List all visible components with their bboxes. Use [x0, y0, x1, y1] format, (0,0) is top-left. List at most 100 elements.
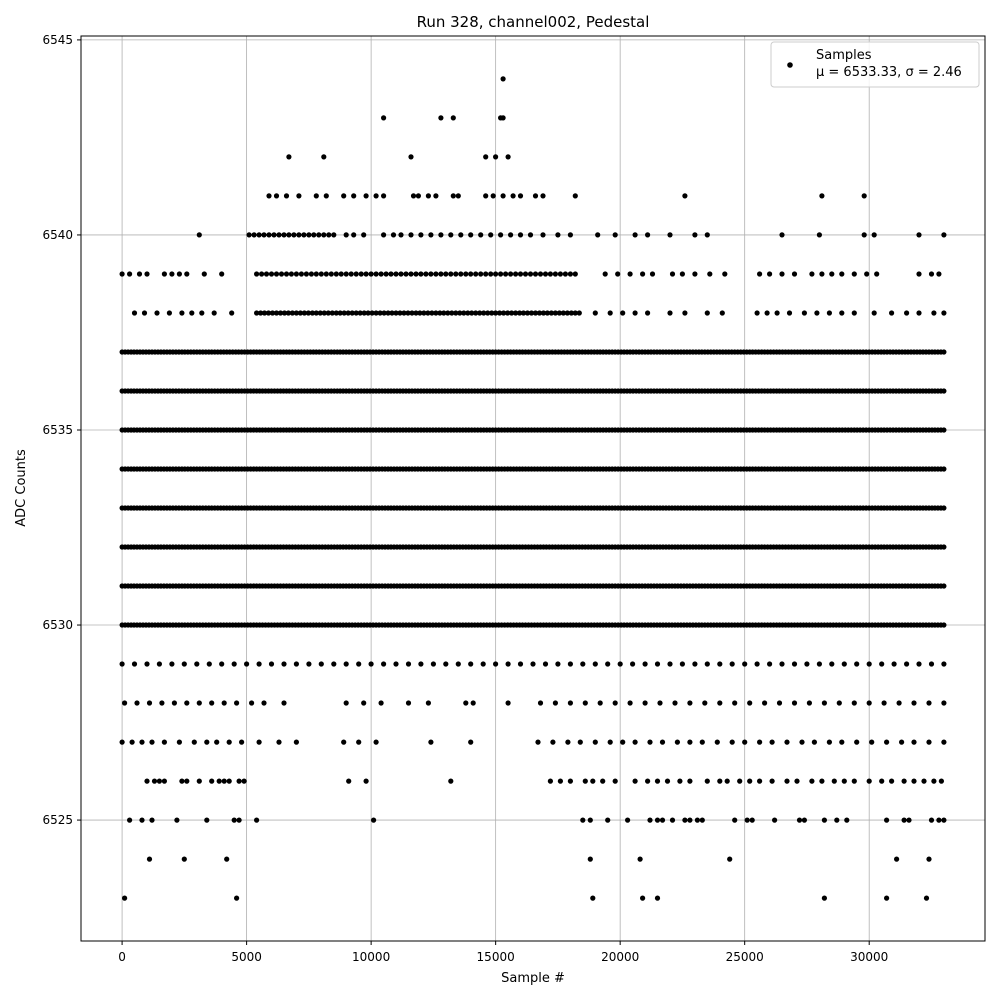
data-point: [864, 271, 870, 277]
data-point: [747, 700, 753, 706]
data-point: [687, 739, 693, 745]
data-point: [189, 310, 195, 316]
data-point: [485, 310, 491, 316]
data-point: [256, 739, 262, 745]
data-point: [445, 310, 451, 316]
data-point: [493, 310, 499, 316]
data-point: [889, 310, 895, 316]
data-point: [425, 310, 431, 316]
data-point: [483, 154, 489, 160]
data-point: [754, 310, 760, 316]
data-point: [776, 700, 783, 706]
data-point: [642, 661, 648, 667]
data-point: [640, 271, 646, 277]
data-point: [478, 232, 484, 238]
data-point: [321, 154, 327, 160]
data-point: [923, 895, 930, 901]
data-point: [632, 739, 638, 745]
data-point: [321, 310, 327, 316]
data-point: [659, 739, 666, 745]
data-point: [216, 778, 222, 784]
data-point: [433, 310, 439, 316]
data-point: [398, 271, 404, 277]
data-point: [231, 661, 237, 667]
data-point: [667, 232, 673, 238]
data-point: [654, 661, 661, 667]
data-point: [381, 661, 387, 667]
data-point: [441, 310, 447, 316]
data-point: [732, 817, 738, 823]
data-point: [288, 271, 294, 277]
data-point: [498, 232, 504, 238]
data-point: [555, 661, 561, 667]
data-point: [488, 232, 494, 238]
data-point: [547, 271, 554, 277]
data-point: [144, 271, 150, 277]
data-point: [582, 700, 588, 706]
data-point: [211, 310, 217, 316]
data-point: [417, 310, 423, 316]
data-point: [453, 310, 459, 316]
data-point: [278, 271, 285, 277]
data-point: [911, 700, 917, 706]
data-point: [854, 739, 860, 745]
data-point: [450, 115, 456, 121]
data-point: [941, 544, 947, 550]
data-point: [448, 778, 454, 784]
data-point: [821, 817, 828, 823]
data-point: [884, 895, 890, 901]
data-point: [565, 739, 571, 745]
data-point: [293, 310, 299, 316]
data-point: [791, 700, 798, 706]
data-point: [219, 661, 225, 667]
data-point: [714, 739, 720, 745]
data-point: [557, 778, 564, 784]
data-point: [119, 661, 125, 667]
data-point: [329, 310, 335, 316]
data-point: [221, 778, 227, 784]
data-point: [403, 271, 409, 277]
data-point: [161, 778, 167, 784]
data-point: [767, 661, 773, 667]
data-point: [244, 661, 250, 667]
data-point: [926, 700, 932, 706]
data-point: [938, 778, 945, 784]
data-point: [642, 700, 648, 706]
data-point: [449, 310, 455, 316]
data-point: [871, 310, 877, 316]
data-point: [261, 232, 267, 238]
data-point: [161, 271, 167, 277]
data-point: [191, 739, 197, 745]
data-point: [767, 271, 773, 277]
data-point: [493, 661, 499, 667]
data-point: [941, 739, 947, 745]
data-point: [784, 778, 790, 784]
data-point: [704, 310, 710, 316]
data-point: [517, 193, 524, 199]
data-point: [500, 76, 506, 82]
data-point: [209, 778, 215, 784]
data-point: [226, 778, 232, 784]
data-point: [276, 232, 282, 238]
data-point: [916, 661, 922, 667]
data-point: [236, 778, 242, 784]
data-point: [448, 232, 454, 238]
data-point: [450, 193, 456, 199]
data-point: [550, 739, 556, 745]
data-point: [879, 778, 885, 784]
data-point: [941, 622, 947, 628]
data-point: [904, 661, 910, 667]
data-point: [493, 154, 499, 160]
data-point: [602, 271, 608, 277]
data-point: [928, 271, 935, 277]
data-point: [682, 310, 688, 316]
data-point: [535, 739, 541, 745]
y-tick-label: 6540: [42, 228, 73, 242]
data-point: [829, 661, 835, 667]
data-point: [433, 271, 439, 277]
data-point: [532, 310, 539, 316]
data-point: [572, 193, 578, 199]
x-tick-label: 20000: [601, 950, 639, 964]
data-point: [508, 232, 514, 238]
data-points: [119, 76, 947, 901]
